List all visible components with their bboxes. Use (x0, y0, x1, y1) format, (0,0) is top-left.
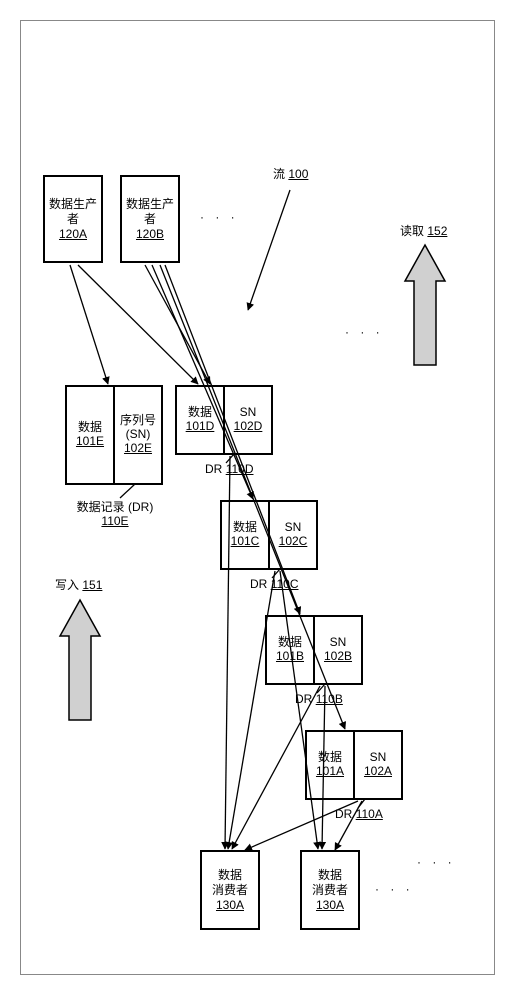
flow-text: 流 (273, 167, 285, 181)
record-sn-label: SN (240, 406, 257, 420)
record-data-cell: 数据 101B (267, 617, 313, 683)
consumer-label1: 数据 (218, 868, 242, 883)
record-e: 数据 101E 序列号 (SN) 102E (65, 385, 163, 485)
record-data-cell: 数据 101C (222, 502, 268, 568)
producer-id: 120B (136, 227, 164, 242)
record-sn-cell: SN 102D (223, 387, 271, 453)
write-id: 151 (82, 578, 102, 592)
dr-text: 数据记录 (DR) (77, 500, 154, 514)
consumer-ellipsis: · · · (375, 882, 414, 896)
consumer-b: 数据 消费者 130A (300, 850, 360, 930)
consumer-a: 数据 消费者 130A (200, 850, 260, 930)
producer-a: 数据生产者 120A (43, 175, 103, 263)
dr-text: DR (205, 462, 222, 476)
record-sn-label: 序列号 (SN) (120, 414, 156, 442)
record-data-cell: 数据 101E (67, 387, 113, 483)
producer-ellipsis: · · · (200, 210, 239, 224)
consumer-id: 130A (316, 898, 344, 913)
record-data-id: 101C (231, 535, 260, 549)
write-label: 写入 151 (55, 578, 102, 592)
record-ellipsis-bottom: · · · (417, 855, 456, 869)
dr-id: 110D (226, 462, 254, 476)
record-data-cell: 数据 101A (307, 732, 353, 798)
record-data-id: 101A (316, 765, 344, 779)
record-data-label: 数据 (188, 406, 212, 420)
record-sn-label: SN (330, 636, 347, 650)
record-d: 数据 101D SN 102D (175, 385, 273, 455)
producer-label: 数据生产者 (125, 197, 175, 227)
record-b: 数据 101B SN 102B (265, 615, 363, 685)
record-sn-cell: SN 102C (268, 502, 316, 568)
record-sn-id: 102B (324, 650, 352, 664)
dr-text: DR (250, 577, 267, 591)
record-c: 数据 101C SN 102C (220, 500, 318, 570)
record-data-id: 101D (186, 420, 215, 434)
record-sn-id: 102A (364, 765, 392, 779)
record-data-id: 101E (76, 435, 104, 449)
record-ellipsis-top: · · · (345, 325, 384, 339)
read-text: 读取 (400, 224, 424, 238)
record-data-label: 数据 (78, 421, 102, 435)
flow-id: 100 (288, 167, 308, 181)
dr-label-a: DR 110A (335, 807, 383, 821)
record-sn-id: 102E (124, 442, 152, 456)
consumer-label2: 消费者 (212, 883, 248, 898)
record-sn-label: SN (370, 751, 387, 765)
dr-label-c: DR 110C (250, 577, 298, 591)
record-sn-cell: 序列号 (SN) 102E (113, 387, 161, 483)
consumer-id: 130A (216, 898, 244, 913)
record-sn-id: 102D (234, 420, 263, 434)
record-data-id: 101B (276, 650, 304, 664)
dr-label-d: DR 110D (205, 462, 253, 476)
record-data-label: 数据 (278, 636, 302, 650)
record-sn-label: SN (285, 521, 302, 535)
dr-id: 110C (271, 577, 299, 591)
flow-label: 流 100 (273, 167, 308, 181)
record-data-label: 数据 (233, 521, 257, 535)
record-sn-cell: SN 102B (313, 617, 361, 683)
dr-label-e: 数据记录 (DR) 110E (70, 500, 160, 529)
producer-b: 数据生产者 120B (120, 175, 180, 263)
dr-id: 110E (101, 514, 128, 528)
record-data-cell: 数据 101D (177, 387, 223, 453)
dr-text: DR (335, 807, 352, 821)
dr-label-b: DR 110B (295, 692, 343, 706)
read-id: 152 (427, 224, 447, 238)
record-a: 数据 101A SN 102A (305, 730, 403, 800)
dr-id: 110A (356, 807, 383, 821)
dr-text: DR (295, 692, 312, 706)
record-sn-id: 102C (279, 535, 308, 549)
read-label: 读取 152 (400, 224, 447, 238)
producer-id: 120A (59, 227, 87, 242)
consumer-label1: 数据 (318, 868, 342, 883)
dr-id: 110B (316, 692, 343, 706)
record-data-label: 数据 (318, 751, 342, 765)
write-text: 写入 (55, 578, 79, 592)
record-sn-cell: SN 102A (353, 732, 401, 798)
producer-label: 数据生产者 (48, 197, 98, 227)
consumer-label2: 消费者 (312, 883, 348, 898)
outer-frame (20, 20, 495, 975)
